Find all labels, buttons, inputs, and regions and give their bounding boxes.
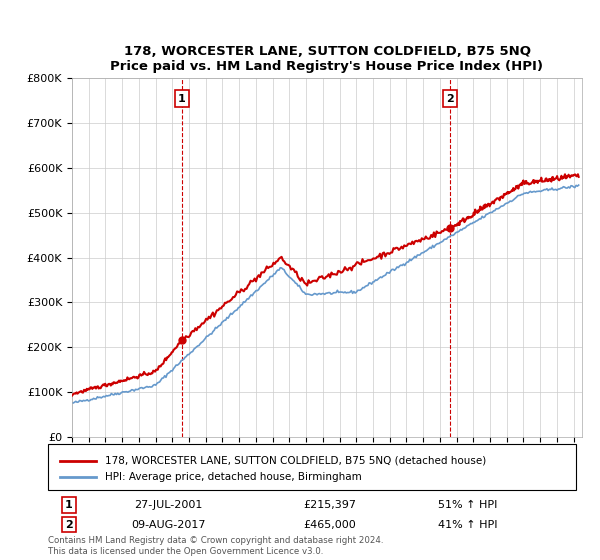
Text: 41% ↑ HPI: 41% ↑ HPI [438, 520, 498, 530]
Text: £465,000: £465,000 [304, 520, 356, 530]
Text: 27-JUL-2001: 27-JUL-2001 [134, 500, 202, 510]
Text: 2: 2 [446, 94, 454, 104]
Text: 09-AUG-2017: 09-AUG-2017 [131, 520, 205, 530]
Text: £215,397: £215,397 [304, 500, 356, 510]
Text: 178, WORCESTER LANE, SUTTON COLDFIELD, B75 5NQ (detached house): 178, WORCESTER LANE, SUTTON COLDFIELD, B… [105, 456, 486, 466]
Text: Contains HM Land Registry data © Crown copyright and database right 2024.
This d: Contains HM Land Registry data © Crown c… [48, 536, 383, 556]
Text: HPI: Average price, detached house, Birmingham: HPI: Average price, detached house, Birm… [105, 472, 362, 482]
Text: 1: 1 [178, 94, 186, 104]
Text: 1: 1 [65, 500, 73, 510]
Text: 2: 2 [65, 520, 73, 530]
Text: 51% ↑ HPI: 51% ↑ HPI [439, 500, 497, 510]
Title: 178, WORCESTER LANE, SUTTON COLDFIELD, B75 5NQ
Price paid vs. HM Land Registry's: 178, WORCESTER LANE, SUTTON COLDFIELD, B… [110, 45, 544, 73]
